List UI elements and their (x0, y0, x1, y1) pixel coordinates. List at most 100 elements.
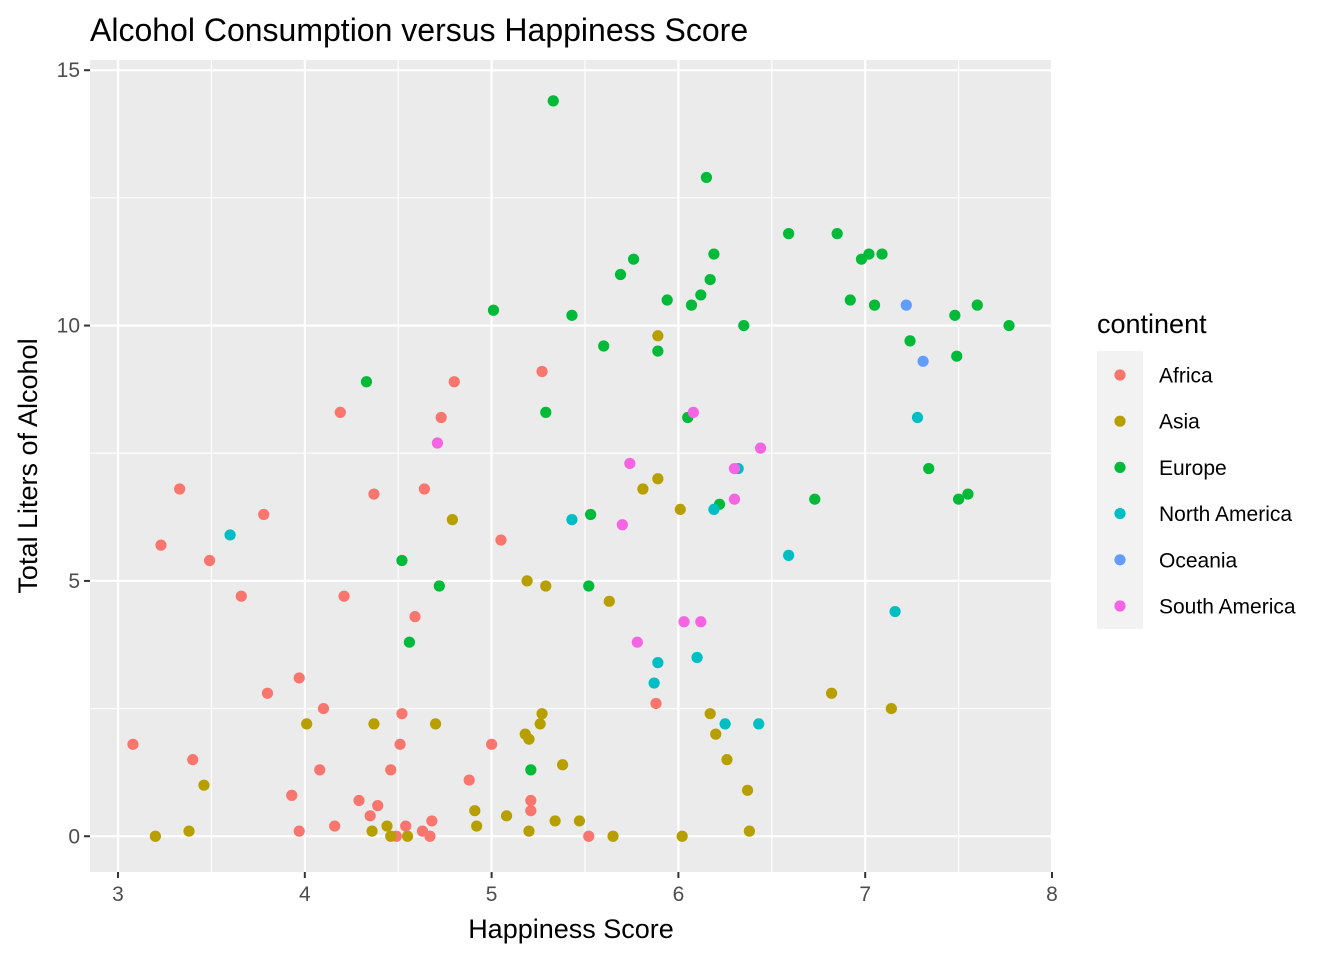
point-europe (962, 488, 974, 500)
point-africa (463, 774, 475, 786)
point-europe (583, 580, 595, 592)
point-europe (403, 636, 416, 648)
legend-key-south-america (1114, 600, 1126, 612)
legend-label-south-america: South America (1159, 596, 1296, 619)
point-europe (708, 248, 720, 260)
point-africa (127, 738, 139, 750)
point-asia (536, 708, 548, 720)
point-asia (573, 815, 586, 827)
point-north-america (691, 651, 703, 664)
plot-panel (90, 60, 1052, 872)
point-africa (394, 738, 406, 750)
point-asia (523, 825, 535, 837)
point-europe (863, 248, 875, 260)
point-asia (540, 580, 552, 592)
point-europe (540, 406, 552, 418)
axes: 3 4 5 6 7 8 0 5 10 15 (57, 59, 1058, 906)
point-africa (174, 483, 186, 495)
point-south-america (678, 616, 690, 628)
point-south-america (624, 457, 636, 470)
point-africa (396, 708, 408, 720)
legend-label-africa: Africa (1159, 365, 1213, 388)
point-africa (536, 365, 548, 378)
point-africa (317, 702, 330, 715)
point-south-america (695, 616, 707, 628)
legend-label-oceania: Oceania (1159, 549, 1238, 572)
point-asia (676, 830, 688, 842)
point-africa (364, 810, 376, 822)
point-europe (876, 248, 888, 260)
point-africa (525, 794, 537, 807)
point-europe (547, 95, 559, 107)
point-africa (203, 554, 216, 567)
y-tick-label: 0 (68, 825, 80, 848)
point-south-america (631, 636, 643, 648)
point-africa (400, 820, 412, 832)
x-tick-label: 3 (112, 883, 124, 906)
point-asia (885, 702, 897, 715)
point-asia (825, 687, 838, 699)
point-africa (353, 794, 365, 807)
point-africa (583, 830, 595, 842)
point-europe (844, 294, 856, 306)
point-africa (409, 611, 421, 623)
point-oceania (917, 355, 929, 367)
point-asia (523, 733, 535, 745)
point-asia (704, 708, 716, 720)
point-europe (809, 493, 821, 505)
y-axis-title: Total Liters of Alcohol (13, 338, 43, 593)
point-europe (487, 304, 500, 316)
point-asia (301, 718, 313, 730)
point-asia (607, 830, 619, 842)
point-europe (525, 764, 537, 776)
point-asia (469, 805, 481, 817)
point-south-america (431, 437, 444, 449)
point-asia (652, 473, 664, 485)
point-north-america (889, 605, 901, 618)
point-europe (738, 319, 750, 332)
point-africa (486, 738, 498, 750)
point-north-america (753, 718, 765, 730)
point-africa (235, 590, 247, 602)
point-europe (627, 253, 640, 265)
legend-key-oceania (1114, 554, 1126, 566)
point-asia (401, 830, 414, 842)
major-gridlines (90, 60, 1054, 872)
point-north-america (648, 677, 660, 689)
point-africa (338, 590, 350, 602)
point-africa (258, 508, 270, 521)
data-points (127, 95, 1015, 842)
point-asia (149, 830, 161, 842)
point-north-america (652, 657, 664, 669)
legend-key-north-america (1114, 507, 1126, 520)
point-asia (743, 825, 755, 837)
x-tick-label: 5 (486, 883, 498, 906)
point-asia (556, 759, 569, 771)
legend-key-background (1097, 351, 1143, 629)
point-europe (904, 335, 916, 347)
point-europe (433, 580, 445, 592)
point-asia (198, 779, 210, 791)
point-africa (448, 376, 460, 388)
point-north-america (708, 503, 720, 516)
point-south-america (728, 462, 741, 475)
point-asia (521, 575, 533, 587)
point-africa (334, 406, 346, 418)
point-africa (372, 800, 384, 812)
point-north-america (719, 718, 731, 730)
point-europe (949, 309, 961, 321)
point-africa (293, 672, 305, 684)
point-europe (953, 493, 965, 505)
point-asia (674, 503, 686, 516)
point-europe (652, 345, 664, 357)
point-africa (385, 764, 397, 776)
point-asia (366, 825, 378, 837)
y-tick-label: 5 (68, 570, 80, 593)
point-asia (381, 820, 393, 832)
x-tick-label: 6 (673, 883, 685, 906)
point-oceania (900, 299, 912, 311)
point-asia (603, 595, 615, 607)
legend-key-europe (1114, 461, 1126, 473)
point-africa (187, 754, 199, 766)
